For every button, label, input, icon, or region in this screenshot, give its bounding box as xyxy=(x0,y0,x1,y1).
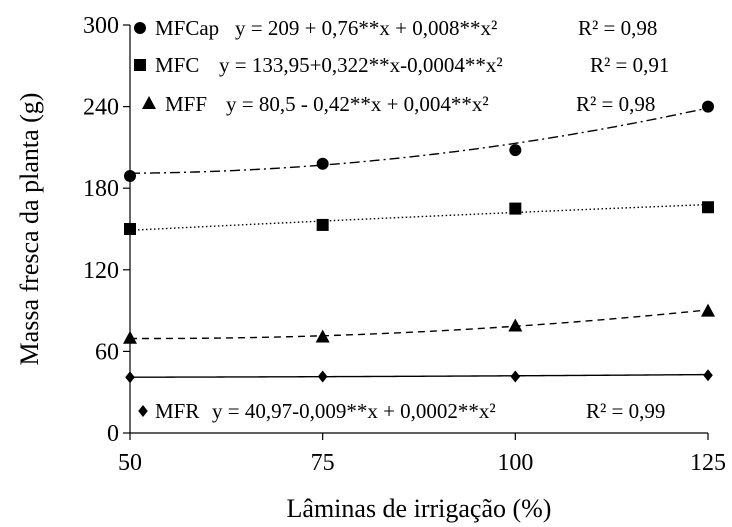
legend-marker-mfcap xyxy=(134,22,146,34)
data-point-mff xyxy=(508,318,523,332)
y-tick-label: 120 xyxy=(83,258,119,284)
axes: 0 60 120 180 240 300 50 75 100 125 xyxy=(83,13,726,476)
legend-marker-mff xyxy=(142,96,156,109)
trendline-mfcap xyxy=(129,107,709,174)
legend-mfcap-equation: y = 209 + 0,76**x + 0,008**x² xyxy=(235,16,497,40)
y-tick-label: 180 xyxy=(83,176,119,202)
data-point-mfr xyxy=(317,370,328,383)
x-tick-label: 50 xyxy=(118,450,142,476)
data-point-mfr xyxy=(703,369,713,382)
y-axis-title: Massa fresca da planta (g) xyxy=(15,93,44,366)
trendline-mfr xyxy=(130,373,709,378)
x-tick-label: 100 xyxy=(497,450,533,476)
trendline-mff xyxy=(129,309,709,340)
legend-mff-label: MFF xyxy=(165,92,207,116)
legend-mfc-r2: R² = 0,91 xyxy=(590,53,669,77)
y-tick-label: 300 xyxy=(83,13,119,39)
plot-area xyxy=(123,100,715,384)
legend-marker-mfc xyxy=(134,59,146,71)
data-point-mfc xyxy=(509,202,522,215)
data-point-mfr xyxy=(510,370,521,383)
data-point-mfcap xyxy=(702,100,714,113)
data-point-mff xyxy=(701,303,715,317)
legend-mff-r2: R² = 0,98 xyxy=(576,92,655,116)
legend-mfcap-label: MFCap xyxy=(155,16,219,40)
legend-mfc-label: MFC xyxy=(155,53,199,77)
legend-entry-mfcap: MFCap y = 209 + 0,76**x + 0,008**x² R² =… xyxy=(155,16,657,40)
legend: MFCap y = 209 + 0,76**x + 0,008**x² R² =… xyxy=(134,16,669,423)
data-point-mff xyxy=(315,329,330,343)
y-tick-label: 60 xyxy=(95,339,119,365)
data-point-mfc xyxy=(316,218,329,231)
legend-marker-mfr xyxy=(138,405,148,417)
data-point-mfcap xyxy=(316,157,329,170)
legend-mfcap-r2: R² = 0,98 xyxy=(578,16,657,40)
trendline-mfc xyxy=(129,203,709,231)
data-point-mfcap xyxy=(509,144,522,157)
y-tick-label: 240 xyxy=(83,95,119,121)
legend-mfc-equation: y = 133,95+0,322**x-0,0004**x² xyxy=(219,53,503,77)
legend-entry-mff: MFF y = 80,5 - 0,42**x + 0,004**x² R² = … xyxy=(165,92,655,116)
data-point-mfc xyxy=(702,201,714,214)
legend-entry-mfc: MFC y = 133,95+0,322**x-0,0004**x² R² = … xyxy=(155,53,669,77)
y-tick-label: 0 xyxy=(107,421,119,447)
legend-mfr-equation: y = 40,97-0,009**x + 0,0002**x² xyxy=(212,399,496,423)
x-tick-label: 75 xyxy=(311,450,335,476)
x-tick-label: 125 xyxy=(690,450,726,476)
legend-mfr-r2: R² = 0,99 xyxy=(586,399,665,423)
legend-mfr-label: MFR xyxy=(155,399,199,423)
legend-entry-mfr: MFR y = 40,97-0,009**x + 0,0002**x² R² =… xyxy=(155,399,665,423)
x-axis-title: Lâminas de irrigação (%) xyxy=(287,494,552,523)
legend-mff-equation: y = 80,5 - 0,42**x + 0,004**x² xyxy=(226,92,489,116)
